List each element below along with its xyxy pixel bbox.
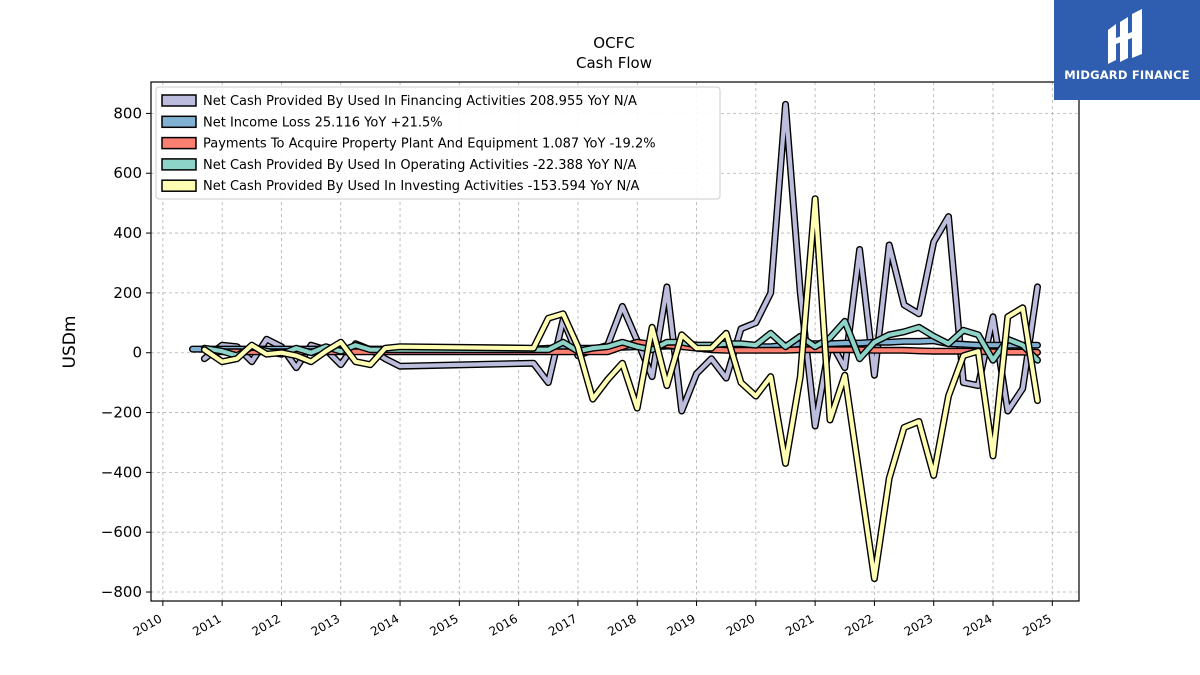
brand-name: MIDGARD FINANCE — [1064, 68, 1190, 82]
legend-entry: Net Cash Provided By Used In Operating A… — [203, 158, 637, 173]
logo-icon — [1108, 9, 1142, 64]
y-tick-label: −600 — [101, 523, 142, 541]
plot-frame — [150, 81, 1080, 602]
y-tick-label: −400 — [101, 463, 142, 481]
legend: Net Cash Provided By Used In Financing A… — [155, 86, 721, 200]
x-tick-label: 2014 — [368, 611, 401, 638]
legend-entry: Payments To Acquire Property Plant And E… — [203, 137, 656, 152]
legend-box — [155, 86, 721, 200]
legend-swatch — [161, 94, 197, 107]
x-tick-label: 2025 — [1020, 611, 1053, 638]
legend-entry: Net Cash Provided By Used In Financing A… — [203, 94, 637, 109]
y-tick-label: 200 — [113, 284, 142, 302]
x-tick-label: 2017 — [546, 611, 579, 638]
x-tick-label: 2011 — [190, 611, 223, 638]
y-tick-label: −200 — [101, 404, 142, 422]
series-outline — [200, 195, 1041, 583]
x-tick-label: 2022 — [842, 611, 875, 638]
chart-title: OCFC — [593, 34, 634, 52]
y-axis-label: USDm — [60, 316, 80, 369]
x-tick-label: 2020 — [724, 611, 757, 638]
x-axis: 2010 2011 2012 2013 2014 2015 2016 2017 2018 2019… — [131, 601, 1054, 639]
series-layer — [189, 100, 1041, 583]
y-tick-label: 400 — [113, 224, 142, 242]
x-tick-label: 2013 — [309, 611, 342, 638]
legend-swatch — [161, 136, 197, 150]
legend-swatch — [161, 115, 197, 129]
brand-logo: MIDGARD FINANCE — [1054, 0, 1200, 100]
x-tick-label: 2019 — [665, 611, 698, 638]
x-tick-label: 2016 — [487, 611, 520, 638]
x-tick-label: 2021 — [783, 611, 816, 638]
x-tick-label: 2023 — [902, 611, 935, 638]
y-tick-label: 0 — [132, 344, 142, 362]
x-tick-label: 2010 — [131, 611, 164, 638]
y-tick-label: 800 — [113, 104, 142, 122]
y-tick-label: 600 — [113, 164, 142, 182]
y-tick-label: −800 — [101, 583, 142, 601]
chart-subtitle: Cash Flow — [576, 54, 652, 72]
x-tick-label: 2012 — [249, 611, 282, 638]
x-tick-label: 2018 — [605, 611, 638, 638]
x-tick-label: 2015 — [427, 611, 460, 638]
y-axis: 800 600 400 200 0 −200 −400 −600 −800 — [101, 104, 151, 601]
legend-swatch — [161, 158, 197, 171]
legend-entry: Net Cash Provided By Used In Investing A… — [203, 179, 640, 194]
legend-entry: Net Income Loss 25.116 YoY +21.5% — [203, 115, 443, 130]
series-line-4 — [202, 196, 1040, 581]
x-tick-label: 2024 — [961, 611, 994, 638]
legend-swatch — [161, 179, 197, 192]
